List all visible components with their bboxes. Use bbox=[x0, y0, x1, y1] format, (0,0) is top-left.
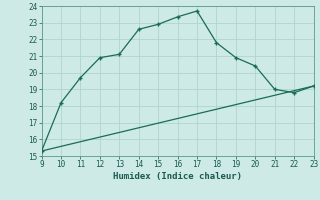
X-axis label: Humidex (Indice chaleur): Humidex (Indice chaleur) bbox=[113, 172, 242, 181]
